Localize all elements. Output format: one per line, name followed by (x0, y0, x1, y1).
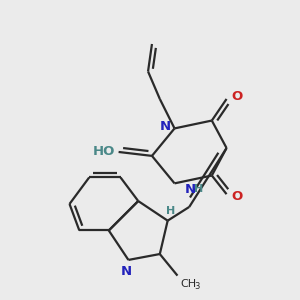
Text: N: N (184, 183, 196, 196)
Text: H: H (166, 206, 176, 216)
Text: N: N (121, 265, 132, 278)
Text: O: O (232, 190, 243, 202)
Text: 3: 3 (194, 281, 200, 290)
Text: N: N (160, 120, 171, 133)
Text: O: O (232, 91, 243, 103)
Text: HO: HO (92, 146, 115, 158)
Text: CH: CH (180, 279, 196, 289)
Text: H: H (194, 184, 203, 194)
